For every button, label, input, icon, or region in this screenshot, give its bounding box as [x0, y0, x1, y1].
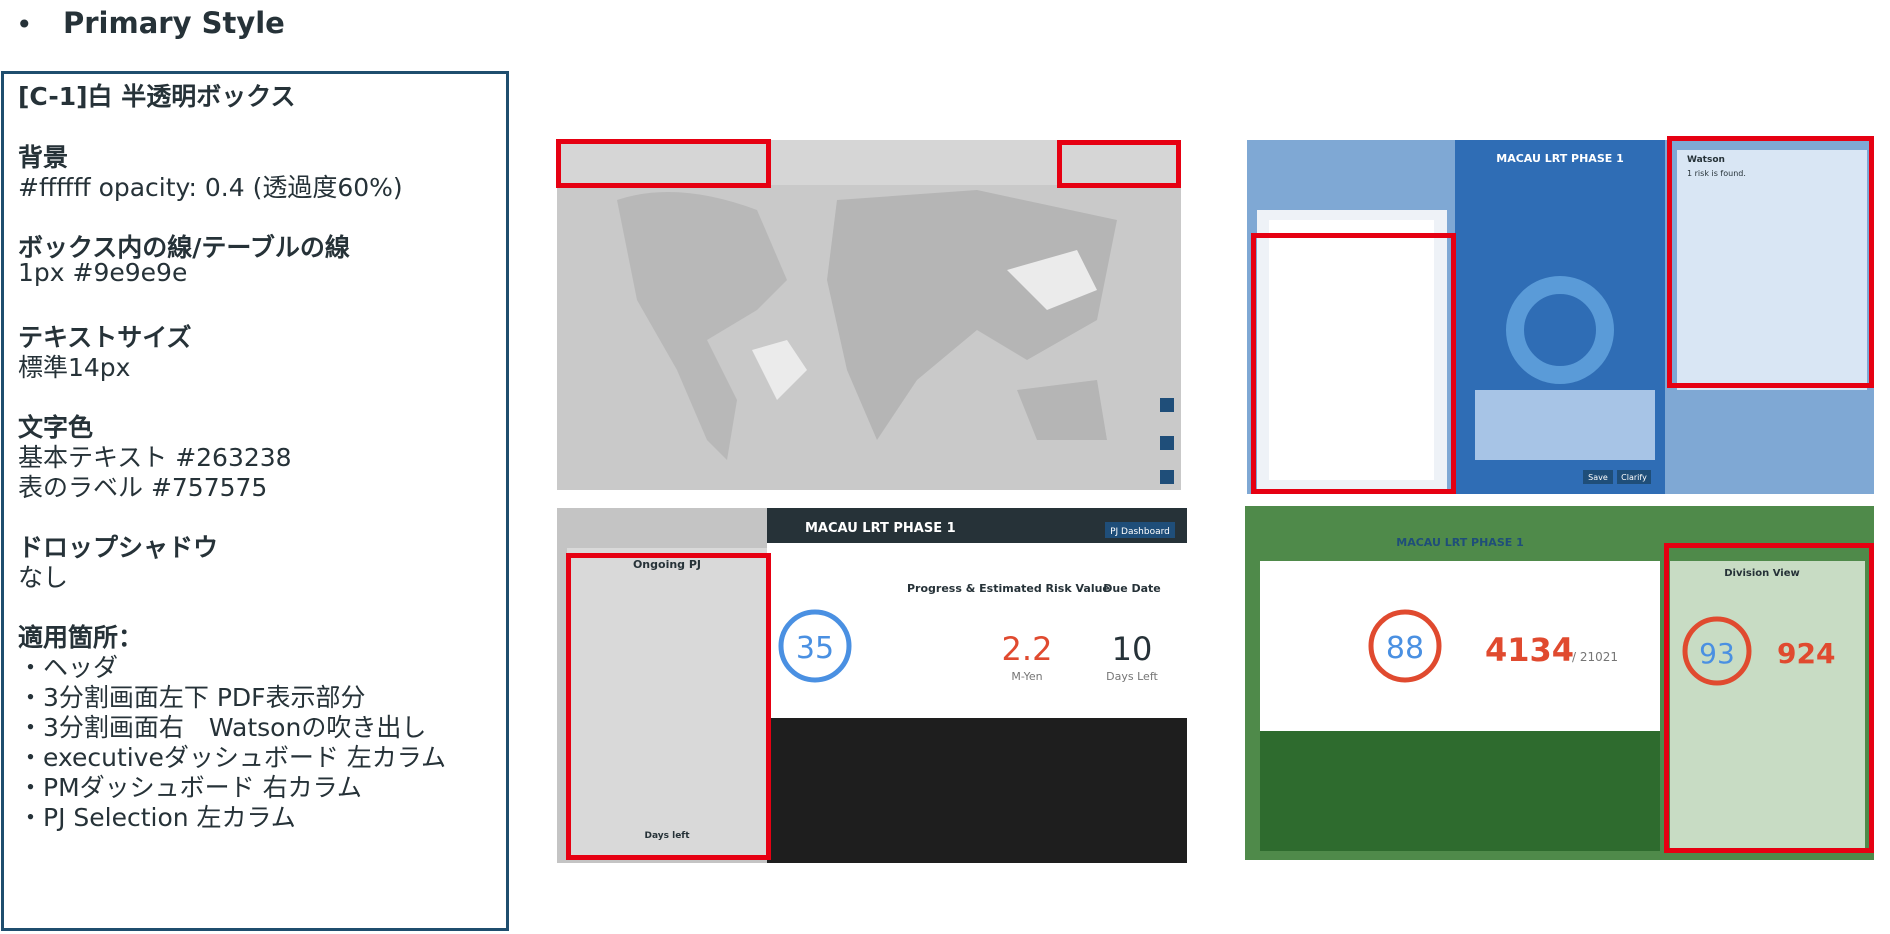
finished-value: 35	[796, 631, 834, 666]
screen-title: MACAU LRT PHASE 1	[805, 521, 956, 536]
badge: PJ Dashboard	[1110, 527, 1170, 537]
section-line: ・3分割画面右 Watsonの吹き出し	[18, 713, 427, 742]
save-button: Save	[1588, 473, 1608, 482]
risk-value: 2.2	[1002, 630, 1053, 668]
finished-value: 88	[1386, 631, 1424, 666]
axis-label: Days left	[644, 831, 690, 841]
section-line: なし	[18, 563, 69, 592]
highlight	[566, 553, 771, 860]
section-title: Due Date	[1103, 582, 1161, 595]
paragraph-count: 4134	[1485, 631, 1574, 669]
screen-title: MACAU LRT PHASE 1	[1496, 152, 1624, 165]
section-line: ・ヘッダ	[18, 653, 119, 682]
section-heading: [C-1]白 半透明ボックス	[18, 82, 296, 111]
days-value: 10	[1112, 630, 1153, 668]
division-finished: 93	[1699, 637, 1735, 670]
watson-message: 1 risk is found.	[1687, 169, 1746, 178]
section-line: ・executiveダッシュボード 左カラム	[18, 743, 447, 772]
map-screen	[557, 140, 1181, 490]
risk-unit: M-Yen	[1011, 670, 1042, 683]
section-line: #ffffff opacity: 0.4 (透過度60%)	[18, 173, 403, 202]
section-title: Risk Category	[828, 703, 907, 714]
pm-screen: MACAU LRT PHASE 1 Check Risk Progress Di…	[1245, 506, 1874, 860]
section-line: 標準14px	[18, 353, 131, 382]
section-title: Division View	[1724, 568, 1800, 579]
screen-title: MACAU LRT PHASE 1	[1396, 536, 1524, 549]
panel-title: Ongoing PJ	[633, 558, 701, 571]
highlight	[1667, 136, 1874, 388]
highlight	[556, 139, 771, 188]
section-line: ・3分割画面左下 PDF表示部分	[18, 683, 366, 712]
section-line: 1px #9e9e9e	[18, 258, 188, 287]
executive-screen: Ongoing PJ Days left MACAU LRT PHASE 1 P…	[557, 508, 1187, 863]
section-heading: 背景	[18, 143, 69, 172]
section-title: Progress & Estimated Risk Value	[907, 582, 1110, 595]
section-title: Risk Value List	[1031, 703, 1114, 714]
days-unit: Days Left	[1106, 670, 1158, 683]
paragraph-total: / 21021	[1572, 650, 1618, 664]
section-heading: テキストサイズ	[18, 323, 192, 352]
section-heading: ボックス内の線/テーブルの線	[18, 233, 350, 262]
bullet: •	[16, 8, 33, 41]
spec-box: [C-1]白 半透明ボックス 背景 #ffffff opacity: 0.4 (透過…	[1, 71, 509, 931]
section-line: 基本テキスト #263238	[18, 443, 292, 472]
watson-name: Watson	[1687, 155, 1725, 165]
section-heading: 文字色	[18, 413, 94, 442]
section-heading: ドロップシャドウ	[18, 533, 219, 562]
section-title: Check Risk Progress	[1403, 568, 1517, 579]
section-line: 表のラベル #757575	[18, 473, 268, 502]
section-heading: 適用箇所：	[18, 623, 144, 652]
highlight	[1251, 233, 1456, 494]
clarify-button: Clarify	[1621, 473, 1647, 482]
split-screen: MACAU LRT PHASE 1 Watson 1 risk is found…	[1247, 140, 1874, 494]
section-line: ・PMダッシュボード 右カラム	[18, 773, 362, 802]
page-title: Primary Style	[63, 6, 285, 40]
highlight	[1664, 543, 1874, 853]
section-line: ・PJ Selection 左カラム	[18, 803, 296, 832]
highlight	[1057, 140, 1181, 188]
division-paragraphs: 924	[1777, 637, 1835, 670]
